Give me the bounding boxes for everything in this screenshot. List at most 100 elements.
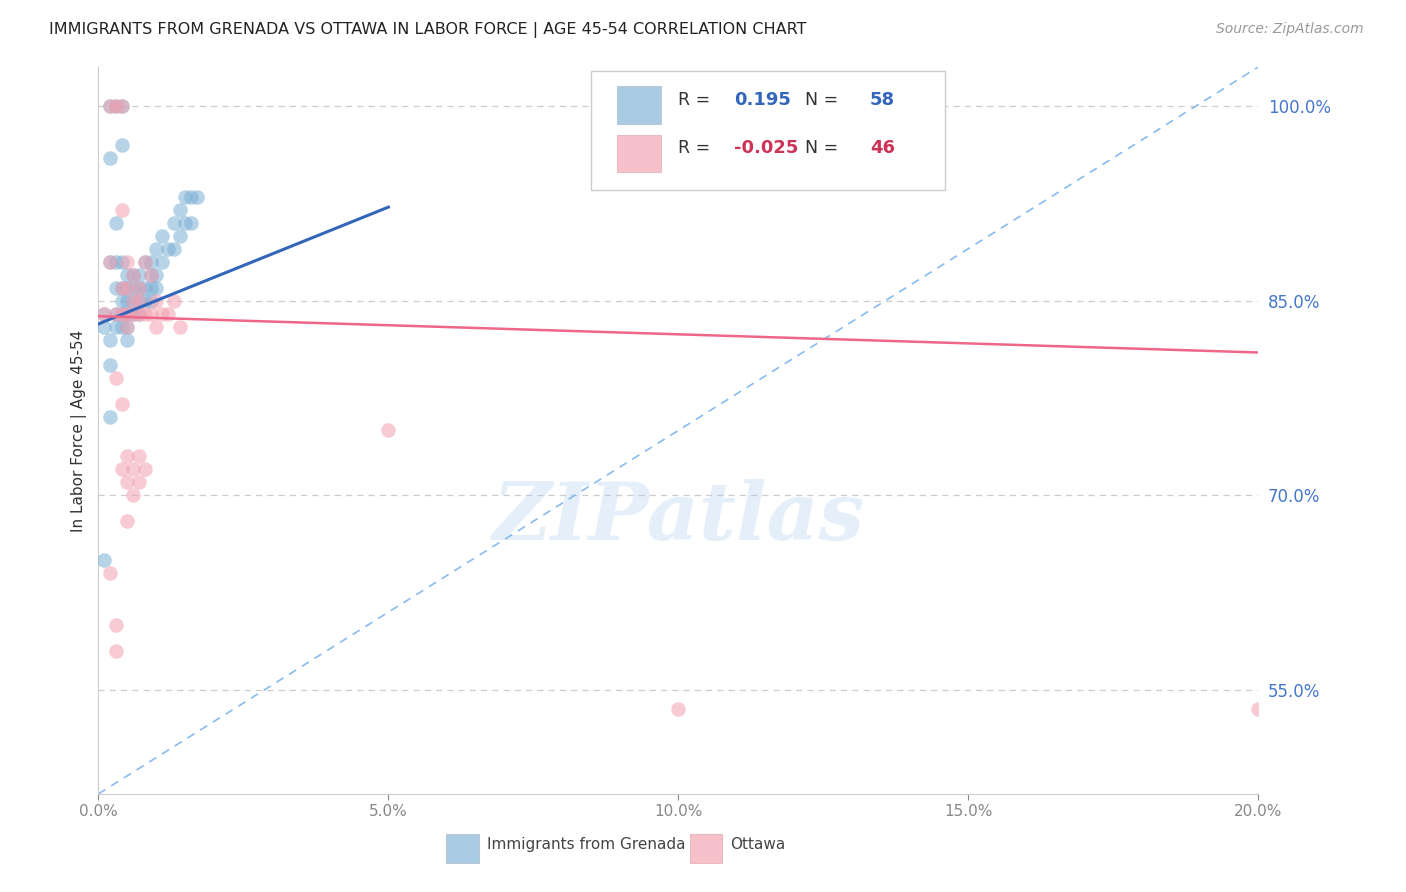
Point bbox=[104, 371, 127, 385]
Point bbox=[128, 293, 150, 308]
Point bbox=[104, 254, 127, 268]
Point bbox=[122, 293, 145, 308]
Text: IMMIGRANTS FROM GRENADA VS OTTAWA IN LABOR FORCE | AGE 45-54 CORRELATION CHART: IMMIGRANTS FROM GRENADA VS OTTAWA IN LAB… bbox=[49, 22, 807, 38]
Point bbox=[93, 553, 115, 567]
Point bbox=[169, 319, 191, 334]
Point bbox=[377, 424, 399, 438]
Point bbox=[169, 202, 191, 217]
Point bbox=[98, 333, 121, 347]
Text: Ottawa: Ottawa bbox=[731, 838, 786, 852]
Point bbox=[128, 450, 150, 464]
Point bbox=[98, 99, 121, 113]
Point bbox=[139, 268, 162, 282]
Bar bbox=[617, 86, 661, 124]
Bar bbox=[690, 834, 723, 863]
Point bbox=[134, 293, 156, 308]
Point bbox=[139, 280, 162, 294]
Text: R =: R = bbox=[678, 139, 716, 157]
Point bbox=[98, 410, 121, 425]
Point bbox=[134, 462, 156, 476]
Point bbox=[98, 99, 121, 113]
Point bbox=[145, 280, 167, 294]
Point bbox=[150, 307, 173, 321]
Point bbox=[104, 280, 127, 294]
Point bbox=[145, 242, 167, 256]
Text: Immigrants from Grenada: Immigrants from Grenada bbox=[486, 838, 686, 852]
Point bbox=[111, 397, 132, 411]
Point bbox=[666, 702, 689, 716]
Point bbox=[128, 280, 150, 294]
Point bbox=[128, 293, 150, 308]
Point bbox=[111, 99, 132, 113]
Point bbox=[111, 280, 132, 294]
Point bbox=[111, 462, 132, 476]
Text: R =: R = bbox=[678, 91, 716, 109]
Text: -0.025: -0.025 bbox=[734, 139, 799, 157]
Bar bbox=[447, 834, 479, 863]
Point bbox=[117, 319, 139, 334]
Point bbox=[117, 307, 139, 321]
Point bbox=[93, 307, 115, 321]
Point bbox=[122, 268, 145, 282]
Point bbox=[128, 307, 150, 321]
Text: 46: 46 bbox=[870, 139, 894, 157]
Text: 0.195: 0.195 bbox=[734, 91, 792, 109]
Point bbox=[111, 307, 132, 321]
Point bbox=[139, 268, 162, 282]
Point bbox=[174, 190, 197, 204]
Point bbox=[180, 216, 202, 230]
Point bbox=[122, 268, 145, 282]
Point bbox=[117, 450, 139, 464]
Point bbox=[139, 293, 162, 308]
Point bbox=[145, 319, 167, 334]
Point bbox=[117, 293, 139, 308]
Point bbox=[104, 99, 127, 113]
Point bbox=[104, 644, 127, 658]
Point bbox=[157, 242, 180, 256]
Point bbox=[117, 333, 139, 347]
Point bbox=[111, 137, 132, 152]
Point bbox=[163, 293, 186, 308]
Point bbox=[104, 99, 127, 113]
Point bbox=[174, 216, 197, 230]
Point bbox=[104, 319, 127, 334]
Text: 58: 58 bbox=[870, 91, 894, 109]
Point bbox=[134, 254, 156, 268]
Text: Source: ZipAtlas.com: Source: ZipAtlas.com bbox=[1216, 22, 1364, 37]
Point bbox=[1247, 702, 1270, 716]
Point bbox=[93, 319, 115, 334]
Point bbox=[117, 268, 139, 282]
Point bbox=[111, 280, 132, 294]
FancyBboxPatch shape bbox=[592, 70, 945, 191]
Point bbox=[111, 202, 132, 217]
Point bbox=[122, 462, 145, 476]
Point bbox=[111, 254, 132, 268]
Point bbox=[150, 228, 173, 243]
Y-axis label: In Labor Force | Age 45-54: In Labor Force | Age 45-54 bbox=[72, 329, 87, 532]
Point bbox=[111, 307, 132, 321]
Point bbox=[117, 514, 139, 528]
Point bbox=[145, 268, 167, 282]
Text: N =: N = bbox=[794, 139, 844, 157]
Point bbox=[104, 307, 127, 321]
Point bbox=[98, 254, 121, 268]
Point bbox=[93, 307, 115, 321]
Point bbox=[134, 254, 156, 268]
Point bbox=[111, 99, 132, 113]
Bar bbox=[617, 135, 661, 172]
Point bbox=[122, 293, 145, 308]
Point bbox=[122, 307, 145, 321]
Point bbox=[111, 319, 132, 334]
Point bbox=[128, 280, 150, 294]
Point bbox=[98, 359, 121, 373]
Point bbox=[128, 475, 150, 490]
Point bbox=[134, 307, 156, 321]
Point bbox=[180, 190, 202, 204]
Point bbox=[104, 216, 127, 230]
Point bbox=[122, 307, 145, 321]
Point bbox=[117, 307, 139, 321]
Point bbox=[104, 307, 127, 321]
Point bbox=[139, 307, 162, 321]
Point bbox=[98, 151, 121, 165]
Point bbox=[117, 475, 139, 490]
